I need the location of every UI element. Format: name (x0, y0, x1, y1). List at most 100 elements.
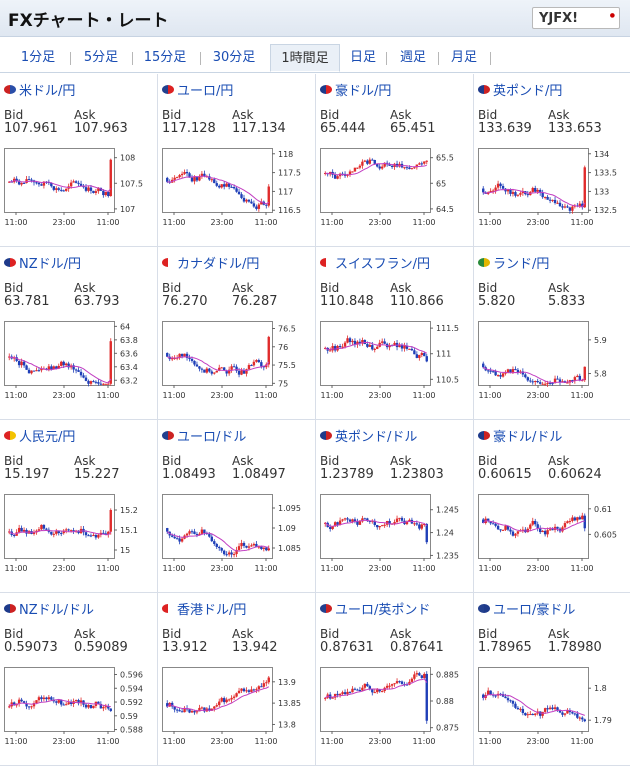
candle-body (514, 192, 517, 196)
candle-body (511, 701, 515, 704)
pair-link[interactable]: ユーロ/ドル (162, 426, 246, 445)
pair-link[interactable]: ユーロ/円 (162, 80, 233, 99)
pair-link[interactable]: 米ドル/円 (4, 80, 75, 99)
flag-icon (320, 258, 332, 267)
candle-body (47, 366, 51, 370)
x-tick-label: 11:00 (162, 391, 185, 400)
tab-1min[interactable]: 1分足 (20, 50, 56, 65)
chart-svg: 1.8 1.79 11:00 23:00 11:00 (478, 667, 612, 746)
candle-body (400, 345, 404, 349)
candle-body (30, 370, 33, 374)
candle-body (534, 381, 537, 383)
pair-link[interactable]: 英ポンド/円 (478, 80, 562, 99)
x-tick-label: 11:00 (478, 391, 501, 400)
mini-chart[interactable]: 1.245 1.24 1.235 11:00 23:00 11:00 (320, 494, 472, 580)
tab-separator (132, 52, 133, 65)
tab-daily[interactable]: 日足 (349, 50, 376, 65)
x-tick-label: 23:00 (368, 564, 391, 573)
mini-chart[interactable]: 5.9 5.8 11:00 23:00 11:00 (478, 321, 630, 407)
candle-body (247, 546, 251, 548)
mini-chart[interactable]: 1.095 1.09 1.085 11:00 23:00 11:00 (162, 494, 314, 580)
tab-weekly[interactable]: 週足 (399, 50, 426, 65)
y-tick-label: 15.2 (120, 506, 138, 515)
x-tick-label: 23:00 (52, 564, 75, 573)
x-tick-label: 11:00 (254, 737, 277, 746)
pair-link[interactable]: NZドル/円 (4, 253, 81, 272)
candle-body (180, 353, 184, 357)
pair-link[interactable]: ユーロ/豪ドル (478, 599, 575, 618)
tab-15min[interactable]: 15分足 (143, 50, 187, 65)
ask-label: Ask (548, 627, 570, 641)
candle-body (413, 523, 416, 525)
ask-label: Ask (74, 281, 96, 295)
ask-label: Ask (390, 627, 412, 641)
pair-link[interactable]: 豪ドル/ドル (478, 426, 562, 445)
tab-30min[interactable]: 30分足 (212, 50, 256, 65)
candle-body (514, 703, 517, 708)
y-tick-label: 1.085 (278, 544, 301, 553)
pair-link[interactable]: ユーロ/英ポンド (320, 599, 430, 618)
mini-chart[interactable]: 64 63.8 63.6 63.4 63.2 11:00 23:00 11:00 (4, 321, 156, 407)
mini-chart[interactable]: 0.596 0.594 0.592 0.59 0.588 11:00 23:00 11:00 (4, 667, 156, 753)
candle-body (222, 550, 226, 555)
tab-monthly[interactable]: 月足 (450, 50, 477, 65)
candle-body (252, 543, 256, 546)
y-tick-label: 13.8 (278, 720, 296, 729)
y-tick-label: 108 (120, 154, 135, 163)
candle-body (368, 159, 372, 164)
pair-link[interactable]: スイスフラン/円 (320, 253, 430, 272)
candle-body (166, 528, 169, 532)
candle-body (338, 345, 342, 348)
candle-body (511, 531, 515, 536)
candle-body (526, 377, 530, 381)
candle-body (521, 529, 525, 531)
candle-body (25, 365, 28, 370)
candle-body (556, 378, 559, 380)
ask-value: 1.08497 (232, 467, 286, 482)
candle-body (227, 699, 231, 701)
mini-chart[interactable]: 65.5 65 64.5 11:00 23:00 11:00 (320, 148, 472, 234)
mini-chart[interactable]: 0.61 0.605 11:00 23:00 11:00 (478, 494, 630, 580)
candle-body (104, 533, 108, 535)
candle-body (109, 708, 112, 711)
candle-body (531, 714, 534, 716)
moving-average-line (325, 162, 427, 176)
pair-link[interactable]: 人民元/円 (4, 426, 75, 445)
candle-body (383, 341, 386, 344)
mini-chart[interactable]: 1.8 1.79 11:00 23:00 11:00 (478, 667, 630, 753)
mini-chart[interactable]: 111.5 111 110.5 11:00 23:00 11:00 (320, 321, 472, 407)
candle-body (230, 366, 233, 370)
candle-body (418, 524, 421, 529)
pair-link[interactable]: 英ポンド/ドル (320, 426, 417, 445)
candle-body (536, 524, 539, 529)
mini-chart[interactable]: 76.5 76 75.5 75 11:00 23:00 11:00 (162, 321, 314, 407)
candle-body (74, 700, 78, 702)
pair-link[interactable]: カナダドル/円 (162, 253, 259, 272)
candle-body (393, 683, 396, 685)
mini-chart[interactable]: 15.2 15.1 15 11:00 23:00 11:00 (4, 494, 156, 580)
mini-chart[interactable]: 13.9 13.85 13.8 11:00 23:00 11:00 (162, 667, 314, 753)
y-tick-label: 118 (278, 150, 293, 159)
mini-chart[interactable]: 118 117.5 117 116.5 11:00 23:00 11:00 (162, 148, 314, 234)
yjfx-logo[interactable]: YJFX! ● (532, 7, 620, 29)
pair-link[interactable]: NZドル/ドル (4, 599, 94, 618)
candle-body (252, 203, 256, 207)
candle-body (578, 203, 582, 207)
pair-link[interactable]: ランド/円 (478, 253, 549, 272)
candle-body (376, 689, 379, 693)
candle-body (227, 183, 231, 187)
pair-link[interactable]: 豪ドル/円 (320, 80, 391, 99)
mini-chart[interactable]: 0.885 0.88 0.875 11:00 23:00 11:00 (320, 667, 472, 753)
tab-5min[interactable]: 5分足 (83, 50, 119, 65)
y-tick-label: 76.5 (278, 324, 296, 333)
y-tick-label: 0.596 (120, 671, 143, 680)
mini-chart[interactable]: 108 107.5 107 11:00 23:00 11:00 (4, 148, 156, 234)
candle-body (175, 177, 179, 179)
candle-body (104, 706, 108, 708)
tab-1hour[interactable]: 1時間足 (270, 44, 340, 72)
mini-chart[interactable]: 134 133.5 133 132.5 11:00 23:00 11:00 (478, 148, 630, 234)
pair-link[interactable]: 香港ドル/円 (162, 599, 246, 618)
candle-body (267, 336, 270, 365)
